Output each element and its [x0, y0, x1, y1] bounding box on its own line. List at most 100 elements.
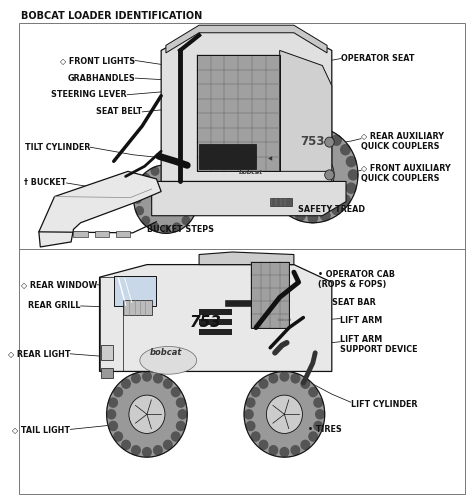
Circle shape: [320, 211, 330, 221]
Circle shape: [107, 371, 187, 457]
Text: 753: 753: [301, 135, 325, 148]
Circle shape: [251, 388, 260, 397]
Circle shape: [164, 379, 172, 388]
Bar: [197, 55, 280, 171]
Circle shape: [280, 448, 289, 457]
Bar: [199, 319, 232, 325]
Bar: [251, 262, 289, 328]
Circle shape: [314, 398, 322, 407]
Circle shape: [270, 157, 279, 167]
Circle shape: [245, 410, 253, 419]
Circle shape: [109, 398, 118, 407]
Circle shape: [348, 170, 358, 180]
Circle shape: [308, 213, 318, 223]
Circle shape: [143, 372, 151, 381]
Text: LIFT CYLINDER: LIFT CYLINDER: [351, 400, 417, 409]
Text: STEERING LEVER: STEERING LEVER: [51, 90, 127, 99]
Text: bobcat: bobcat: [239, 170, 264, 175]
Circle shape: [151, 223, 159, 231]
Text: ◇ TAIL LIGHT: ◇ TAIL LIGHT: [12, 425, 70, 434]
Circle shape: [284, 135, 294, 145]
Circle shape: [182, 174, 190, 182]
Circle shape: [284, 205, 294, 215]
Text: ◇ REAR WINDOW: ◇ REAR WINDOW: [21, 280, 97, 289]
Bar: [251, 262, 289, 328]
Bar: [116, 231, 130, 237]
Circle shape: [178, 410, 187, 419]
Circle shape: [136, 183, 144, 192]
Bar: [101, 345, 113, 360]
Circle shape: [341, 195, 350, 205]
Circle shape: [320, 129, 330, 139]
Circle shape: [244, 371, 325, 457]
Text: SEAT BAR: SEAT BAR: [332, 298, 375, 307]
Text: • OPERATOR CAB
(ROPS & FOPS): • OPERATOR CAB (ROPS & FOPS): [318, 270, 394, 289]
Circle shape: [114, 432, 122, 441]
Circle shape: [176, 398, 185, 407]
Circle shape: [162, 225, 170, 233]
Circle shape: [296, 129, 305, 139]
Polygon shape: [152, 181, 346, 216]
Text: ◀: ◀: [268, 156, 272, 161]
Text: † BUCKET: † BUCKET: [24, 178, 66, 187]
Circle shape: [109, 421, 118, 430]
Circle shape: [346, 157, 356, 167]
Text: 753: 753: [190, 315, 222, 330]
Circle shape: [259, 379, 268, 388]
Circle shape: [309, 388, 318, 397]
Circle shape: [142, 174, 150, 182]
Circle shape: [162, 165, 170, 173]
Circle shape: [325, 137, 334, 147]
Bar: [101, 368, 113, 378]
Polygon shape: [166, 25, 327, 53]
Circle shape: [182, 216, 190, 224]
Circle shape: [151, 167, 159, 175]
Circle shape: [291, 446, 300, 455]
Polygon shape: [161, 30, 332, 181]
Circle shape: [107, 410, 116, 419]
Circle shape: [269, 374, 278, 383]
Circle shape: [173, 223, 181, 231]
Text: SEAT BELT: SEAT BELT: [96, 107, 142, 116]
Circle shape: [341, 145, 350, 155]
Circle shape: [129, 395, 165, 433]
Bar: [95, 231, 109, 237]
Circle shape: [173, 167, 181, 175]
Circle shape: [251, 432, 260, 441]
Bar: [73, 231, 88, 237]
Circle shape: [152, 184, 180, 214]
Circle shape: [309, 432, 318, 441]
Circle shape: [292, 152, 334, 198]
Circle shape: [143, 448, 151, 457]
Circle shape: [176, 421, 185, 430]
Circle shape: [332, 135, 341, 145]
Circle shape: [246, 398, 255, 407]
Circle shape: [142, 216, 150, 224]
Circle shape: [316, 410, 324, 419]
Circle shape: [132, 446, 140, 455]
Bar: [270, 198, 292, 206]
Text: ◇ FRONT LIGHTS: ◇ FRONT LIGHTS: [60, 56, 135, 65]
Text: ◇ REAR LIGHT: ◇ REAR LIGHT: [8, 349, 70, 358]
Circle shape: [172, 388, 180, 397]
Circle shape: [269, 446, 278, 455]
Circle shape: [308, 127, 318, 137]
Text: BUCKET STEPS: BUCKET STEPS: [147, 225, 214, 234]
Circle shape: [132, 374, 140, 383]
Text: • TIRES: • TIRES: [308, 425, 342, 434]
Circle shape: [268, 127, 358, 223]
Circle shape: [114, 388, 122, 397]
Circle shape: [188, 207, 196, 215]
Text: bobcat: bobcat: [278, 318, 292, 322]
Circle shape: [275, 145, 285, 155]
Circle shape: [268, 170, 277, 180]
Circle shape: [301, 379, 310, 388]
Text: LIFT ARM: LIFT ARM: [340, 316, 383, 325]
Text: bobcat: bobcat: [150, 348, 182, 357]
Polygon shape: [100, 265, 332, 371]
Bar: [197, 55, 280, 171]
Circle shape: [301, 440, 310, 450]
Circle shape: [154, 446, 162, 455]
Circle shape: [314, 421, 322, 430]
Polygon shape: [280, 50, 332, 171]
